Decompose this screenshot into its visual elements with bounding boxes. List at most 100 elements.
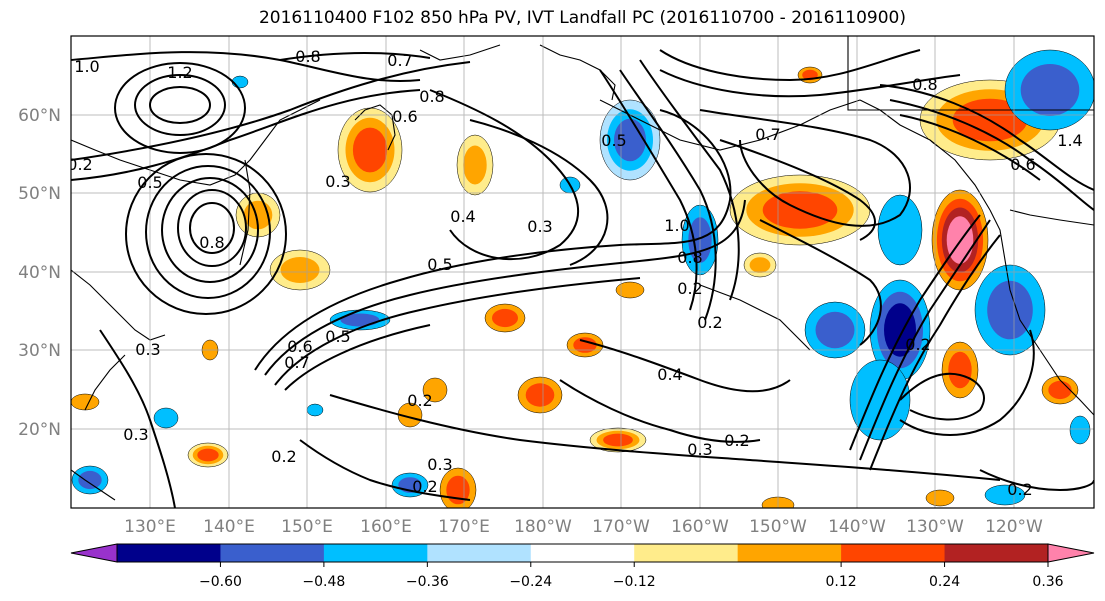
map-title: 2016110400 F102 850 hPa PV, IVT Landfall… [258, 8, 906, 28]
contour-label: 0.8 [419, 87, 444, 106]
colorbar-segment [634, 544, 739, 562]
pv-anomaly-shade [71, 393, 100, 411]
contour-label: 0.8 [912, 75, 937, 94]
pv-anomaly-shade [884, 303, 916, 357]
longitude-label: 170°W [592, 517, 650, 537]
latitude-label: 30°N [18, 341, 61, 361]
longitude-label: 140°W [828, 517, 886, 537]
colorbar-tick-label: 0.36 [1032, 574, 1063, 590]
pv-anomaly-shade [849, 359, 911, 441]
pv-anomaly-shade [306, 403, 324, 417]
contour-label: 0.7 [284, 353, 309, 372]
pv-anomaly-shade [749, 257, 771, 273]
colorbar-segment [323, 544, 428, 562]
longitude-label: 160°W [671, 517, 729, 537]
contour-label: 0.4 [450, 207, 475, 226]
contour-label: 0.5 [601, 131, 626, 150]
contour-label: 0.3 [123, 425, 148, 444]
pv-anomaly-shade [925, 489, 955, 507]
colorbar-segment [530, 544, 635, 562]
latitude-labels: 60°N 50°N 40°N 30°N 20°N [18, 106, 61, 440]
longitude-label: 150°E [281, 517, 333, 537]
colorbar-tick-label: −0.48 [302, 574, 345, 590]
contour-label: 0.8 [199, 233, 224, 252]
colorbar-segment [117, 544, 221, 562]
contour-label: 0.2 [724, 431, 749, 450]
contour-label: 0.2 [67, 155, 92, 174]
contour-label: 0.2 [271, 447, 296, 466]
pv-anomaly-shade [948, 351, 972, 389]
colorbar-segment [944, 544, 1049, 562]
colorbar-tick-label: −0.24 [509, 574, 552, 590]
contour-label: 1.4 [1057, 131, 1082, 150]
pv-anomaly-shade [197, 448, 219, 462]
contour-label: 0.5 [325, 327, 350, 346]
contour-label: 0.3 [135, 340, 160, 359]
latitude-label: 20°N [18, 420, 61, 440]
contour-label: 0.7 [387, 51, 412, 70]
colorbar: −0.60−0.48−0.36−0.24−0.120.120.240.360.4… [70, 543, 1095, 590]
contour-label: 0.2 [697, 313, 722, 332]
latitude-label: 50°N [18, 184, 61, 204]
contour-label: 1.0 [74, 57, 99, 76]
longitude-label: 120°W [985, 517, 1043, 537]
contour-label: 0.6 [392, 107, 417, 126]
contour-label: 0.8 [677, 248, 702, 267]
contour-label: 0.3 [325, 172, 350, 191]
pv-anomaly-shade [1069, 415, 1091, 445]
contour-label: 0.2 [905, 335, 930, 354]
latitude-label: 40°N [18, 263, 61, 283]
colorbar-outline [116, 543, 1049, 563]
contour-label: 0.3 [687, 440, 712, 459]
longitude-label: 130°W [906, 517, 964, 537]
pv-anomaly-shade [352, 127, 388, 173]
longitude-label: 150°W [749, 517, 807, 537]
longitude-label: 180°W [514, 517, 572, 537]
contour-label: 0.5 [427, 255, 452, 274]
colorbar-tick-label: −0.12 [613, 574, 656, 590]
pv-anomaly-shade [984, 484, 1026, 506]
contour-label: 0.6 [1010, 155, 1035, 174]
map-frame [70, 35, 1095, 509]
colorbar-tick-label: 0.24 [929, 574, 960, 590]
contour-label: 0.6 [287, 337, 312, 356]
colorbar-extend-high [1047, 543, 1095, 563]
colorbar-segment [841, 544, 946, 562]
colorbar-tick-label: −0.60 [199, 574, 242, 590]
contour-label: 0.2 [407, 391, 432, 410]
colorbar-tick-label: −0.36 [406, 574, 449, 590]
map-area: 1.0 1.20.8 0.70.80.60.5 0.30.40.30.50.80.20… [67, 36, 1094, 508]
pv-anomaly-shade [815, 311, 855, 349]
contour-label-group: 1.0 1.20.8 0.70.80.60.5 0.30.40.30.50.80.20… [67, 47, 1083, 499]
contour-label: 1.2 [167, 63, 192, 82]
longitude-label: 140°E [203, 517, 255, 537]
pv-anomaly-shade [877, 194, 923, 266]
pv-anomaly-shade [422, 377, 448, 403]
contour-label: 0.8 [295, 47, 320, 66]
colorbar-segment [220, 544, 325, 562]
latitude-label: 60°N [18, 106, 61, 126]
contour-label: 0.3 [427, 455, 452, 474]
pv-anomaly-shade [463, 145, 487, 185]
colorbar-segment [427, 544, 532, 562]
contour-label: 0.2 [1007, 480, 1032, 499]
colorbar-segment [737, 544, 842, 562]
contour-label: 0.7 [755, 125, 780, 144]
pv-anomaly-shade [1020, 64, 1080, 116]
contour-label: 0.5 [137, 173, 162, 192]
colorbar-extend-low [70, 543, 118, 563]
contour-label: 0.4 [657, 365, 682, 384]
pv-anomaly-shade [153, 407, 179, 429]
contour-label: 1.0 [664, 216, 689, 235]
longitude-label: 130°E [124, 517, 176, 537]
pv-anomaly-shade [492, 308, 518, 328]
pv-anomaly-shade [573, 337, 597, 353]
pv-anomaly-shade [525, 383, 555, 407]
longitude-label: 160°E [360, 517, 412, 537]
contour-label: 0.2 [677, 279, 702, 298]
pv-anomaly-shade [615, 281, 645, 299]
pv-contours [71, 49, 1094, 508]
pv-anomaly-shade [1048, 380, 1072, 400]
pv-anomaly-shade [987, 280, 1033, 340]
